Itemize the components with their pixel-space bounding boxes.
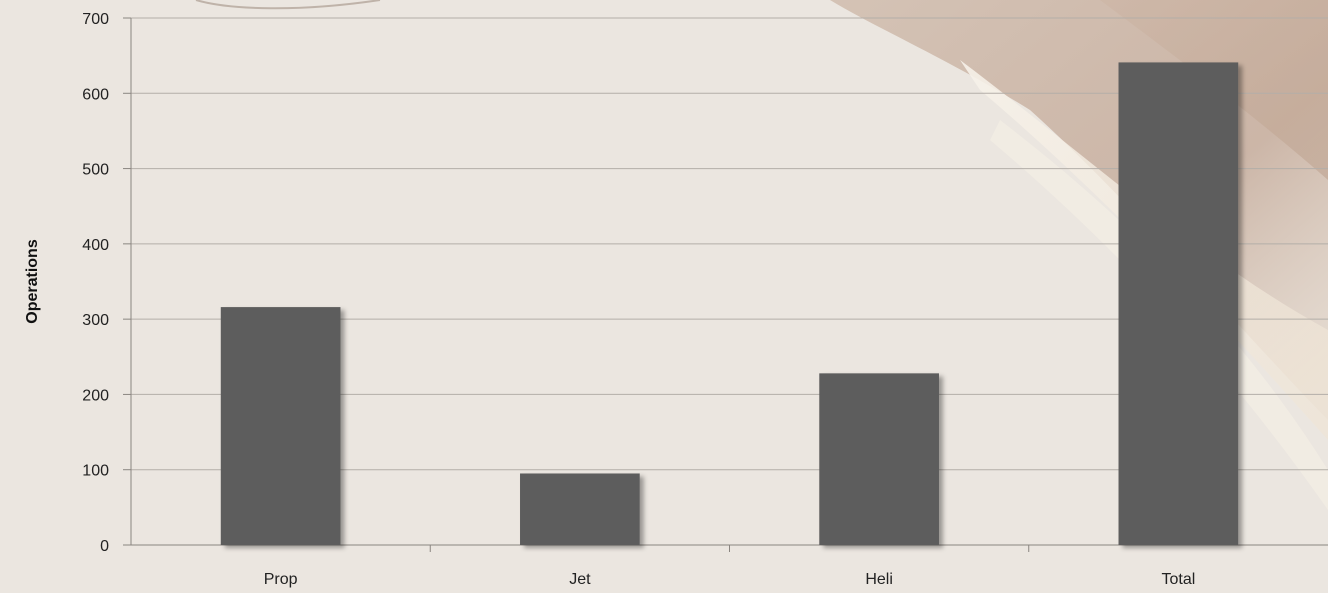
y-tick-label: 200 (82, 387, 109, 404)
bar-jet (520, 473, 640, 545)
y-tick-label: 100 (82, 463, 109, 480)
y-tick-label: 0 (100, 538, 109, 555)
bars (220, 62, 1239, 545)
bar-total (1118, 62, 1239, 545)
y-tick-label: 400 (82, 237, 109, 254)
tick-labels: 0 100 200 300 400 500 600 700 Prop Jet Heli Total (82, 11, 1195, 588)
y-tick-label: 600 (82, 86, 109, 103)
bar-heli (819, 373, 939, 545)
background-swoosh (990, 120, 1328, 510)
y-tick-label: 500 (82, 162, 109, 179)
x-tick-label: Total (1161, 571, 1195, 588)
y-tick-label: 300 (82, 312, 109, 329)
background-swoosh (1100, 0, 1328, 180)
background-ring (195, 0, 381, 10)
x-tick-label: Heli (865, 571, 893, 588)
x-tick-label: Prop (264, 571, 298, 588)
background-swoosh (960, 60, 1328, 440)
y-axis-title: Operations (24, 239, 41, 324)
y-tick-label: 700 (82, 11, 109, 28)
bar-prop (220, 307, 341, 545)
x-tick-label: Jet (569, 571, 591, 588)
